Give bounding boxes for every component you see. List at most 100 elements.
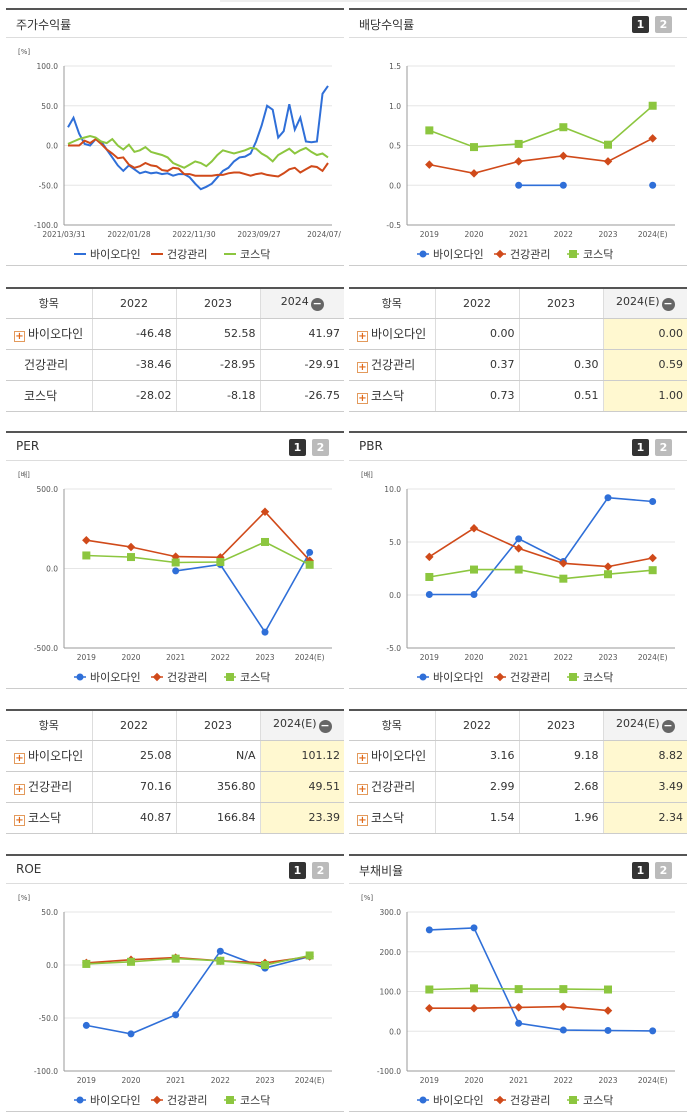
legend-label: 건강관리 bbox=[510, 1094, 550, 1107]
series-a-point bbox=[649, 498, 657, 506]
x-tick-label: 2019 bbox=[420, 653, 439, 662]
expand-plus-icon[interactable]: + bbox=[357, 393, 368, 404]
y-tick-label: -100.0 bbox=[377, 1067, 401, 1076]
expand-plus-icon[interactable]: + bbox=[14, 753, 25, 764]
series-a-point bbox=[604, 494, 612, 502]
expand-plus-icon[interactable]: + bbox=[357, 362, 368, 373]
y-tick-label: 50.0 bbox=[41, 102, 58, 111]
y-unit-label: [배] bbox=[18, 470, 30, 479]
series-c-point bbox=[425, 985, 434, 994]
view-2-button[interactable]: 2 bbox=[655, 16, 672, 33]
series-a-point bbox=[425, 590, 433, 598]
legend-marker bbox=[569, 673, 577, 681]
table-cell: 356.80 bbox=[175, 771, 260, 803]
series-b-point bbox=[469, 169, 479, 178]
column-header-year: 2022 bbox=[434, 709, 519, 741]
series-c-point bbox=[216, 558, 225, 567]
series-b-point bbox=[648, 134, 657, 143]
series-a-point bbox=[470, 590, 478, 598]
row-label: + 코스닥 bbox=[349, 380, 435, 412]
table-row: + 바이오다인 3.16 9.18 8.82 bbox=[349, 740, 687, 772]
table-cell: 23.39 bbox=[259, 802, 344, 834]
view-1-button[interactable]: 1 bbox=[632, 862, 649, 879]
series-b-point bbox=[514, 157, 523, 166]
y-tick-label: 1.5 bbox=[389, 62, 401, 71]
expand-plus-icon[interactable]: + bbox=[14, 784, 25, 795]
x-tick-label: 2021 bbox=[509, 1076, 528, 1085]
table-cell bbox=[518, 318, 603, 350]
series-c-line bbox=[429, 105, 654, 148]
y-tick-label: 0.0 bbox=[46, 565, 58, 574]
legend-marker bbox=[419, 1096, 427, 1104]
series-b-line bbox=[428, 527, 653, 568]
y-tick-label: 100.0 bbox=[37, 62, 59, 71]
panel-header: ROE 1 2 bbox=[6, 854, 344, 884]
row-label: + 건강관리 bbox=[6, 771, 92, 803]
legend-marker bbox=[569, 1096, 577, 1104]
y-tick-label: 300.0 bbox=[380, 908, 402, 917]
x-tick-label: 2022 bbox=[211, 653, 230, 662]
legend-label: 코스닥 bbox=[583, 671, 613, 684]
y-tick-label: 10.0 bbox=[384, 485, 401, 494]
view-2-button[interactable]: 2 bbox=[312, 862, 329, 879]
series-b-line bbox=[429, 137, 654, 175]
legend-label: 바이오다인 bbox=[90, 248, 141, 261]
expand-plus-icon[interactable]: + bbox=[357, 753, 368, 764]
legend-label: 바이오다인 bbox=[433, 671, 484, 684]
expand-plus-icon[interactable]: + bbox=[14, 331, 25, 342]
series-c-point bbox=[261, 537, 269, 546]
view-2-button[interactable]: 2 bbox=[312, 439, 329, 456]
view-1-button[interactable]: 1 bbox=[632, 16, 649, 33]
expand-plus-icon[interactable]: + bbox=[357, 331, 368, 342]
series-a-point bbox=[559, 181, 567, 189]
column-header-year: 2023 bbox=[175, 709, 260, 741]
series-c-point bbox=[261, 961, 269, 969]
x-tick-label: 2023/09/27 bbox=[237, 230, 280, 239]
x-tick-label: 2024(E) bbox=[638, 230, 668, 239]
series-a-point bbox=[559, 1026, 567, 1034]
series-b-line bbox=[86, 510, 311, 562]
series-c-point bbox=[82, 959, 91, 968]
collapse-icon[interactable]: − bbox=[661, 719, 675, 734]
stock-return-table: 항목 2022 2023 2024− + 바이오다인 -46.48 52.58 41.97 건강관… bbox=[6, 287, 344, 412]
row-label: + 바이오다인 bbox=[349, 318, 435, 350]
legend-label: 코스닥 bbox=[583, 248, 613, 261]
expand-plus-icon[interactable]: + bbox=[357, 815, 368, 826]
table-cell: -29.91 bbox=[259, 349, 344, 381]
table-cell: 0.30 bbox=[518, 349, 603, 381]
pbr-table: 항목 2022 2023 2024(E) − + 바이오다인 3.16 9.18 8.82 + 건강관… bbox=[349, 709, 687, 834]
view-2-button[interactable]: 2 bbox=[655, 439, 672, 456]
table-row: + 건강관리 0.37 0.30 0.59 bbox=[349, 349, 687, 381]
series-c-point bbox=[559, 985, 568, 994]
x-tick-label: 2023 bbox=[598, 1076, 617, 1085]
series-b-point bbox=[82, 535, 91, 545]
column-header-year: 2024(E) − bbox=[259, 709, 344, 741]
series-c-point bbox=[470, 143, 478, 152]
expand-plus-icon[interactable]: + bbox=[357, 784, 368, 795]
series-a-point bbox=[306, 548, 314, 556]
x-tick-label: 2019 bbox=[77, 653, 96, 662]
view-1-button[interactable]: 1 bbox=[632, 439, 649, 456]
collapse-icon[interactable]: − bbox=[661, 297, 675, 312]
table-cell: 3.16 bbox=[434, 740, 519, 772]
legend-label: 건강관리 bbox=[167, 1094, 207, 1107]
column-header-item: 항목 bbox=[349, 287, 435, 319]
view-1-button[interactable]: 1 bbox=[289, 439, 306, 456]
series-b-point bbox=[514, 544, 523, 553]
collapse-icon[interactable]: − bbox=[310, 297, 324, 312]
legend-label: 코스닥 bbox=[240, 1094, 270, 1107]
panel-title: PBR bbox=[359, 439, 383, 453]
x-tick-label: 2020 bbox=[121, 1076, 140, 1085]
legend-label: 코스닥 bbox=[240, 671, 270, 684]
panel-header: 주가수익률 bbox=[6, 8, 344, 38]
view-1-button[interactable]: 1 bbox=[289, 862, 306, 879]
series-b-point bbox=[559, 559, 568, 568]
expand-plus-icon[interactable]: + bbox=[14, 815, 25, 826]
collapse-icon[interactable]: − bbox=[318, 719, 332, 734]
legend-label: 바이오다인 bbox=[433, 248, 484, 261]
series-c-line bbox=[86, 541, 311, 566]
roe-chart: [%] 50.0 0.0 -50.0 -100.0 2019 2020 2021 2022 202… bbox=[18, 894, 332, 1107]
view-2-button[interactable]: 2 bbox=[655, 862, 672, 879]
column-header-year: 2024(E) − bbox=[602, 709, 687, 741]
y-unit-label: [%] bbox=[361, 894, 373, 902]
